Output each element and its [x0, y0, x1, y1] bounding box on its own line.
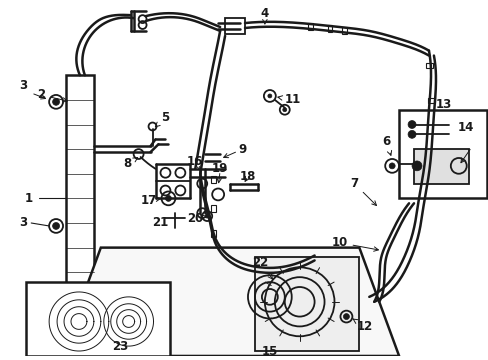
Text: 9: 9 [237, 143, 245, 156]
Bar [413, 149, 468, 184]
Bar [327, 25, 332, 32]
Text: 3: 3 [19, 78, 27, 91]
Text: 8: 8 [123, 157, 138, 170]
Bar [211, 230, 216, 237]
Text: 2: 2 [37, 89, 67, 102]
Text: 10: 10 [331, 236, 378, 251]
Text: 3: 3 [19, 216, 27, 229]
Text: 15: 15 [261, 345, 278, 357]
Text: 23: 23 [112, 339, 128, 352]
Text: 1: 1 [25, 192, 33, 205]
Text: 17: 17 [140, 194, 160, 207]
Bar [211, 176, 216, 183]
Text: 5: 5 [155, 111, 169, 127]
Circle shape [53, 98, 60, 105]
Bar [26, 282, 170, 356]
Text: 20: 20 [187, 212, 206, 225]
Bar [427, 98, 434, 103]
Polygon shape [254, 257, 359, 351]
Polygon shape [61, 248, 398, 356]
Circle shape [411, 161, 421, 171]
Text: 22: 22 [251, 256, 272, 279]
Circle shape [388, 163, 394, 169]
Bar [425, 63, 432, 68]
Circle shape [53, 222, 60, 229]
Circle shape [165, 195, 171, 201]
Text: 12: 12 [352, 319, 372, 333]
Text: 19: 19 [211, 162, 228, 175]
Bar [211, 205, 216, 212]
Text: 6: 6 [381, 135, 391, 155]
Circle shape [282, 108, 286, 112]
Text: 7: 7 [349, 177, 376, 206]
Text: 11: 11 [277, 93, 300, 107]
Text: 4: 4 [260, 7, 268, 24]
Bar [224, 18, 244, 34]
Circle shape [407, 130, 415, 138]
Text: 14: 14 [457, 121, 473, 134]
Bar [398, 110, 486, 198]
Circle shape [267, 94, 271, 98]
Bar [425, 127, 432, 132]
Circle shape [407, 121, 415, 129]
Text: 13: 13 [435, 98, 451, 111]
Circle shape [343, 314, 349, 320]
Bar [66, 75, 94, 321]
Text: 21: 21 [152, 216, 168, 229]
Bar [307, 23, 312, 30]
Bar [342, 27, 346, 34]
Circle shape [205, 214, 209, 218]
Text: 18: 18 [239, 170, 256, 183]
Text: 16: 16 [187, 156, 203, 168]
